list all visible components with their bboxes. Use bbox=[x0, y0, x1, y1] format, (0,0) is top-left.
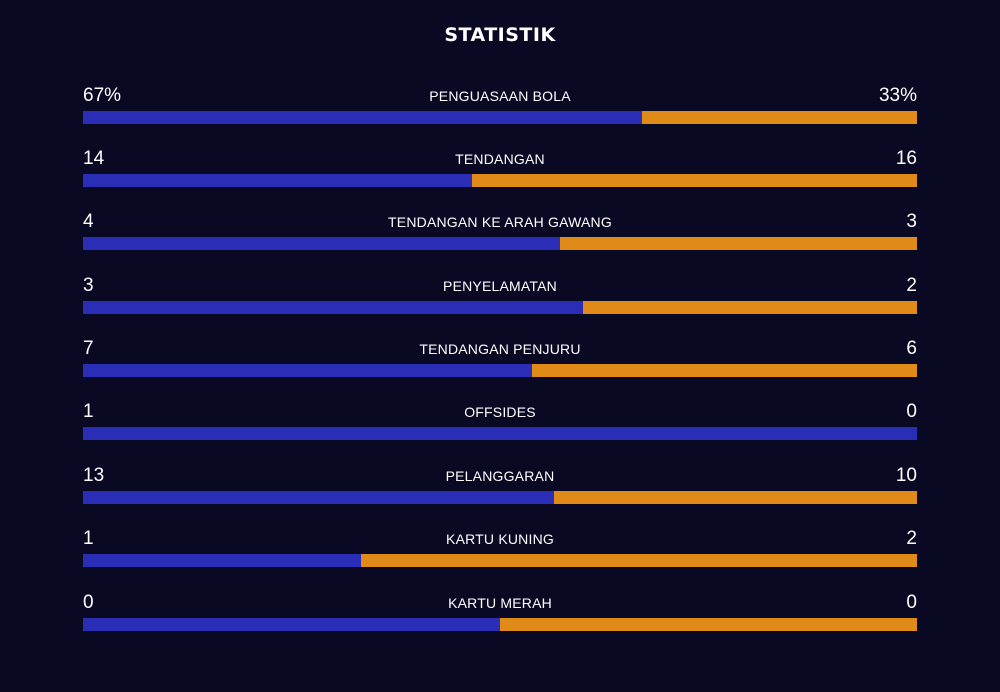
stat-label: TENDANGAN bbox=[455, 151, 545, 167]
stat-label: PELANGGARAN bbox=[445, 468, 555, 484]
stat-row-offsides: 1 OFFSIDES 0 bbox=[83, 400, 917, 450]
away-value: 2 bbox=[906, 275, 917, 296]
away-value: 2 bbox=[906, 528, 917, 549]
home-bar-segment bbox=[83, 301, 584, 314]
home-bar-segment bbox=[83, 174, 473, 187]
away-bar-segment bbox=[641, 111, 917, 124]
stat-label: PENYELAMATAN bbox=[443, 278, 557, 294]
home-value: 0 bbox=[83, 592, 94, 613]
away-bar-segment bbox=[360, 554, 917, 567]
stat-row-ball-possession: 67% PENGUASAAN BOLA 33% bbox=[83, 84, 917, 134]
away-bar-segment bbox=[472, 174, 917, 187]
stat-row-saves: 3 PENYELAMATAN 2 bbox=[83, 274, 917, 324]
stat-label: KARTU MERAH bbox=[448, 595, 552, 611]
away-value: 16 bbox=[895, 148, 917, 169]
away-value: 0 bbox=[906, 401, 917, 422]
home-bar-segment bbox=[83, 237, 560, 250]
stat-row-yellow-cards: 1 KARTU KUNING 2 bbox=[83, 527, 917, 577]
comparison-bar bbox=[83, 301, 917, 314]
home-value: 4 bbox=[83, 211, 94, 232]
stat-row-shots: 14 TENDANGAN 16 bbox=[83, 147, 917, 197]
stat-label: TENDANGAN KE ARAH GAWANG bbox=[388, 214, 612, 230]
comparison-bar bbox=[83, 554, 917, 567]
home-bar-segment bbox=[83, 491, 555, 504]
away-bar-segment bbox=[583, 301, 917, 314]
away-value: 6 bbox=[906, 338, 917, 359]
away-bar-segment bbox=[554, 491, 917, 504]
away-value: 33% bbox=[878, 85, 917, 106]
comparison-bar bbox=[83, 111, 917, 124]
comparison-bar bbox=[83, 618, 917, 631]
home-value: 67% bbox=[83, 85, 122, 106]
comparison-bar bbox=[83, 364, 917, 377]
comparison-bar bbox=[83, 237, 917, 250]
away-bar-segment bbox=[559, 237, 917, 250]
away-value: 3 bbox=[906, 211, 917, 232]
home-value: 1 bbox=[83, 401, 94, 422]
stat-label: TENDANGAN PENJURU bbox=[419, 341, 581, 357]
away-value: 10 bbox=[895, 465, 917, 486]
stat-label: PENGUASAAN BOLA bbox=[429, 88, 571, 104]
home-bar-segment bbox=[83, 427, 917, 440]
home-value: 1 bbox=[83, 528, 94, 549]
home-bar-segment bbox=[83, 364, 533, 377]
stat-row-red-cards: 0 KARTU MERAH 0 bbox=[83, 591, 917, 641]
home-value: 13 bbox=[83, 465, 105, 486]
comparison-bar bbox=[83, 174, 917, 187]
away-value: 0 bbox=[906, 592, 917, 613]
away-bar-segment bbox=[532, 364, 917, 377]
page-title: STATISTIK bbox=[444, 24, 556, 46]
home-bar-segment bbox=[83, 111, 642, 124]
home-value: 7 bbox=[83, 338, 94, 359]
comparison-bar bbox=[83, 427, 917, 440]
home-bar-segment bbox=[83, 618, 500, 631]
stat-label: OFFSIDES bbox=[464, 404, 536, 420]
away-bar-segment bbox=[500, 618, 917, 631]
stat-row-corners: 7 TENDANGAN PENJURU 6 bbox=[83, 337, 917, 387]
comparison-bar bbox=[83, 491, 917, 504]
home-value: 14 bbox=[83, 148, 105, 169]
stat-row-shots-on-target: 4 TENDANGAN KE ARAH GAWANG 3 bbox=[83, 210, 917, 260]
stat-label: KARTU KUNING bbox=[446, 531, 554, 547]
stat-row-fouls: 13 PELANGGARAN 10 bbox=[83, 464, 917, 514]
home-value: 3 bbox=[83, 275, 94, 296]
home-bar-segment bbox=[83, 554, 361, 567]
